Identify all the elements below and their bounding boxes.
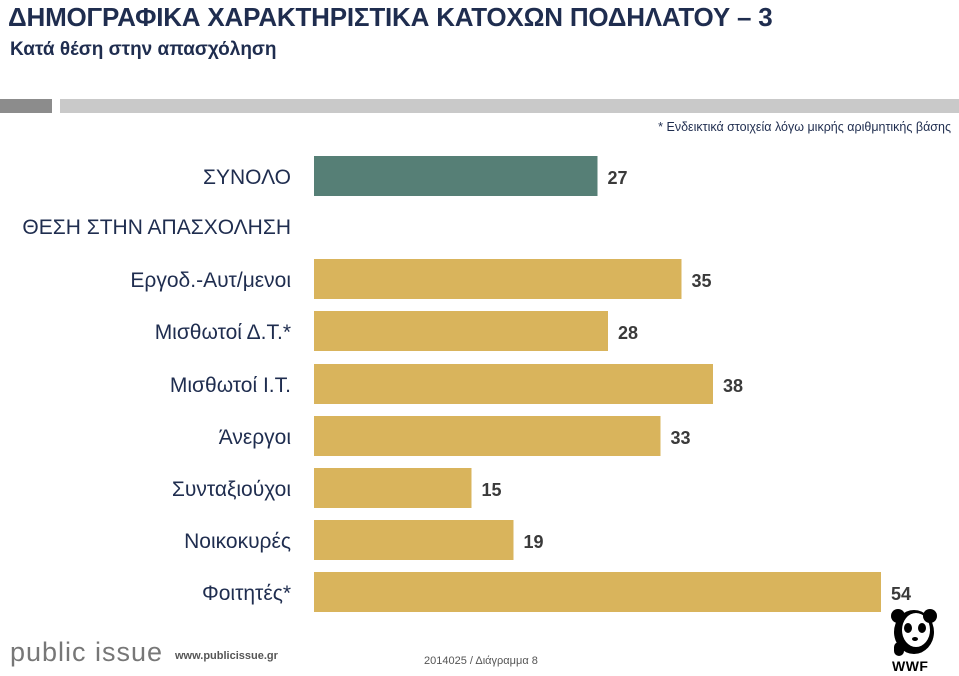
bar xyxy=(314,364,713,404)
value-label: 38 xyxy=(723,376,743,396)
bar xyxy=(314,259,682,299)
category-label: Μισθωτοί Ι.Τ. xyxy=(170,374,291,397)
value-label: 35 xyxy=(692,271,712,291)
page-title: ΔΗΜΟΓΡΑΦΙΚΑ ΧΑΡΑΚΤΗΡΙΣΤΙΚΑ ΚΑΤΟΧΩΝ ΠΟΔΗΛ… xyxy=(8,2,773,32)
value-label: 19 xyxy=(524,532,544,552)
header-rule-dark xyxy=(0,99,52,113)
value-label: 27 xyxy=(608,168,628,188)
section-label: ΘΕΣΗ ΣΤΗΝ ΑΠΑΣΧΟΛΗΣΗ xyxy=(22,216,291,239)
value-label: 33 xyxy=(671,428,691,448)
bar xyxy=(314,311,608,351)
bar xyxy=(314,416,661,456)
category-label: Μισθωτοί Δ.Τ.* xyxy=(155,321,291,344)
category-label: ΣΥΝΟΛΟ xyxy=(203,166,291,189)
wwf-logo-text: WWF xyxy=(892,658,929,674)
value-label: 28 xyxy=(618,323,638,343)
bar xyxy=(314,156,598,196)
category-label: Φοιτητές* xyxy=(202,582,291,605)
header-rule-light xyxy=(60,99,959,113)
bar-chart: ΘΕΣΗ ΣΤΗΝ ΑΠΑΣΧΟΛΗΣΗ ΣΥΝΟΛΟ 27 Εργοδ.-Αυτ/… xyxy=(22,156,911,612)
bar xyxy=(314,572,881,612)
category-label: Συνταξιούχοι xyxy=(172,478,291,501)
category-label: Εργοδ.-Αυτ/μενοι xyxy=(130,269,291,292)
value-label: 15 xyxy=(482,480,502,500)
category-label: Νοικοκυρές xyxy=(184,530,291,553)
page-subtitle: Κατά θέση στην απασχόληση xyxy=(10,39,277,60)
bar xyxy=(314,520,514,560)
public-issue-logo: public issue xyxy=(10,637,164,667)
wwf-panda-logo xyxy=(891,609,937,656)
bars-group: ΣΥΝΟΛΟ 27 Εργοδ.-Αυτ/μενοι 35 Μισθωτοί Δ.Τ.*… xyxy=(130,156,911,612)
value-label: 54 xyxy=(891,584,911,604)
website-link[interactable]: www.publicissue.gr xyxy=(175,650,278,662)
diagram-reference: 2014025 / Διάγραμμα 8 xyxy=(424,655,538,667)
bar xyxy=(314,468,472,508)
category-label: Άνεργοι xyxy=(219,426,292,449)
footnote: * Ενδεικτικά στοιχεία λόγω μικρής αριθμη… xyxy=(658,120,951,134)
